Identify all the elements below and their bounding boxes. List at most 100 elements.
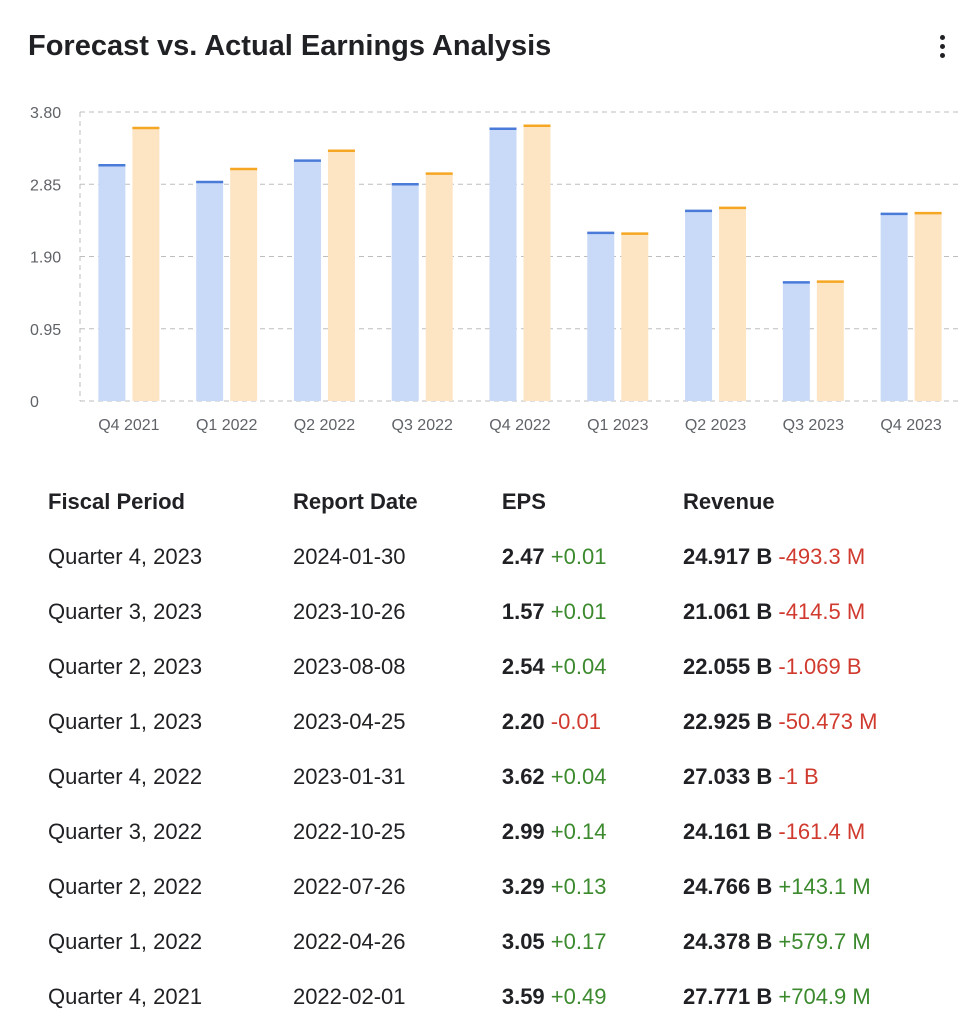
x-tick-label: Q3 2022 xyxy=(392,417,453,434)
x-tick-label: Q1 2022 xyxy=(196,417,257,434)
actual-bar xyxy=(914,213,942,401)
revenue-value: 24.917 B xyxy=(682,543,773,569)
actual-bar xyxy=(327,150,355,401)
x-tick-label: Q4 2023 xyxy=(880,417,941,434)
forecast-bar xyxy=(196,181,224,401)
eps-surprise: +0.04 xyxy=(550,763,607,789)
y-tick-label: 0.95 xyxy=(30,322,61,339)
more-vert-icon[interactable] xyxy=(932,32,952,60)
table-row: Quarter 3, 2023 2023-10-26 1.57 +0.01 21.06… xyxy=(48,584,962,639)
revenue-surprise: -1 B xyxy=(778,763,819,789)
fiscal-period-cell: Quarter 4, 2021 xyxy=(48,983,203,1009)
actual-bar xyxy=(719,207,747,401)
report-date-cell: 2023-01-31 xyxy=(292,763,406,789)
revenue-surprise: +704.9 M xyxy=(778,983,871,1009)
eps-value: 2.20 xyxy=(501,708,545,734)
fiscal-period-cell: Quarter 2, 2022 xyxy=(48,873,203,899)
eps-cell: 3.59 +0.49 xyxy=(502,969,683,1024)
earnings-table: Fiscal Period Report Date EPS Revenue Qu… xyxy=(48,475,962,1024)
forecast-bar xyxy=(587,232,615,401)
column-header-revenue: Revenue xyxy=(682,489,775,514)
revenue-cell: 24.917 B -493.3 M xyxy=(683,529,962,584)
forecast-bar xyxy=(782,282,810,401)
column-header-eps: EPS xyxy=(501,489,546,514)
eps-value: 3.29 xyxy=(501,873,545,899)
forecast-bar xyxy=(293,160,321,401)
table-row: Quarter 1, 2023 2023-04-25 2.20 -0.01 22.92… xyxy=(48,694,962,749)
revenue-cell: 24.766 B +143.1 M xyxy=(683,859,962,914)
revenue-cell: 24.378 B +579.7 M xyxy=(683,914,962,969)
eps-value: 3.59 xyxy=(501,983,545,1009)
eps-value: 2.99 xyxy=(501,818,545,844)
actual-bar xyxy=(523,125,551,402)
eps-surprise: +0.04 xyxy=(550,653,607,679)
actual-bar xyxy=(230,169,258,401)
eps-cell: 3.62 +0.04 xyxy=(502,749,683,804)
report-date-cell: 2022-04-26 xyxy=(292,928,406,954)
report-date-cell: 2024-01-30 xyxy=(292,543,406,569)
fiscal-period-cell: Quarter 4, 2022 xyxy=(48,763,203,789)
revenue-value: 24.766 B xyxy=(682,873,773,899)
fiscal-period-cell: Quarter 1, 2022 xyxy=(48,928,203,954)
fiscal-period-cell: Quarter 4, 2023 xyxy=(48,543,203,569)
forecast-bar xyxy=(880,213,908,401)
revenue-cell: 24.161 B -161.4 M xyxy=(683,804,962,859)
earnings-bar-chart: 0 0.95 1.90 2.85 3.80 Q4 2021 Q1 2022 Q2 2022 Q3… xyxy=(30,105,960,434)
card-header: Forecast vs. Actual Earnings Analysis xyxy=(28,26,962,66)
eps-surprise: +0.14 xyxy=(550,818,607,844)
fiscal-period-cell: Quarter 3, 2022 xyxy=(48,818,203,844)
revenue-cell: 21.061 B -414.5 M xyxy=(683,584,962,639)
x-tick-label: Q4 2021 xyxy=(98,417,159,434)
y-tick-label: 3.80 xyxy=(30,105,61,122)
actual-bar xyxy=(621,233,649,401)
report-date-cell: 2023-04-25 xyxy=(292,708,406,734)
eps-surprise: -0.01 xyxy=(550,708,601,734)
y-tick-label: 0 xyxy=(30,394,39,411)
eps-cell: 2.47 +0.01 xyxy=(502,529,683,584)
eps-value: 3.05 xyxy=(501,928,545,954)
table-row: Quarter 4, 2022 2023-01-31 3.62 +0.04 27.03… xyxy=(48,749,962,804)
revenue-cell: 22.925 B -50.473 M xyxy=(683,694,962,749)
table-row: Quarter 4, 2021 2022-02-01 3.59 +0.49 27.77… xyxy=(48,969,962,1024)
report-date-cell: 2023-10-26 xyxy=(292,598,406,624)
eps-surprise: +0.49 xyxy=(550,983,607,1009)
eps-value: 1.57 xyxy=(501,598,545,624)
revenue-surprise: -414.5 M xyxy=(778,598,866,624)
x-tick-label: Q1 2023 xyxy=(587,417,648,434)
fiscal-period-cell: Quarter 3, 2023 xyxy=(48,598,203,624)
revenue-value: 22.925 B xyxy=(682,708,773,734)
fiscal-period-cell: Quarter 2, 2023 xyxy=(48,653,203,679)
forecast-bar xyxy=(489,128,517,402)
table-header-row: Fiscal Period Report Date EPS Revenue xyxy=(48,475,962,529)
y-tick-label: 2.85 xyxy=(30,177,61,194)
revenue-value: 22.055 B xyxy=(682,653,773,679)
eps-cell: 1.57 +0.01 xyxy=(502,584,683,639)
revenue-value: 24.161 B xyxy=(682,818,773,844)
forecast-bar xyxy=(391,184,419,401)
eps-cell: 2.54 +0.04 xyxy=(502,639,683,694)
table-row: Quarter 4, 2023 2024-01-30 2.47 +0.01 24.91… xyxy=(48,529,962,584)
revenue-value: 27.033 B xyxy=(682,763,773,789)
x-tick-label: Q2 2022 xyxy=(294,417,355,434)
revenue-value: 27.771 B xyxy=(682,983,773,1009)
revenue-cell: 27.771 B +704.9 M xyxy=(683,969,962,1024)
x-tick-label: Q2 2023 xyxy=(685,417,746,434)
revenue-value: 24.378 B xyxy=(682,928,773,954)
revenue-surprise: -161.4 M xyxy=(778,818,866,844)
report-date-cell: 2022-02-01 xyxy=(292,983,406,1009)
actual-bar xyxy=(816,281,844,401)
forecast-bar xyxy=(98,165,126,401)
revenue-cell: 22.055 B -1.069 B xyxy=(683,639,962,694)
report-date-cell: 2022-07-26 xyxy=(292,873,406,899)
eps-surprise: +0.01 xyxy=(550,598,607,624)
revenue-surprise: -1.069 B xyxy=(778,653,862,679)
eps-value: 2.54 xyxy=(501,653,545,679)
column-header-date: Report Date xyxy=(292,489,418,514)
x-tick-label: Q3 2023 xyxy=(783,417,844,434)
actual-bar xyxy=(425,173,453,401)
x-tick-label: Q4 2022 xyxy=(489,417,550,434)
actual-bar xyxy=(132,127,160,401)
fiscal-period-cell: Quarter 1, 2023 xyxy=(48,708,203,734)
revenue-surprise: +143.1 M xyxy=(778,873,871,899)
eps-value: 2.47 xyxy=(501,543,545,569)
